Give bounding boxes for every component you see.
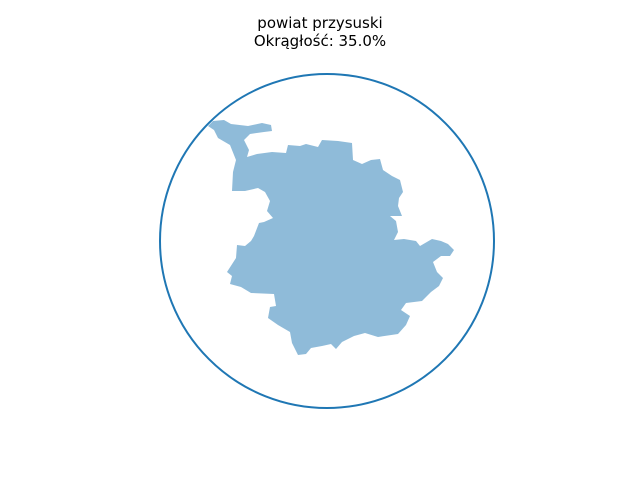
figure-title: powiat przysuski Okrągłość: 35.0% [0, 14, 640, 50]
region-name: powiat przysuski [257, 14, 383, 32]
roundness-label: Okrągłość: 35.0% [253, 32, 387, 50]
region-shape [208, 120, 454, 355]
enclosing-circle [159, 73, 495, 409]
